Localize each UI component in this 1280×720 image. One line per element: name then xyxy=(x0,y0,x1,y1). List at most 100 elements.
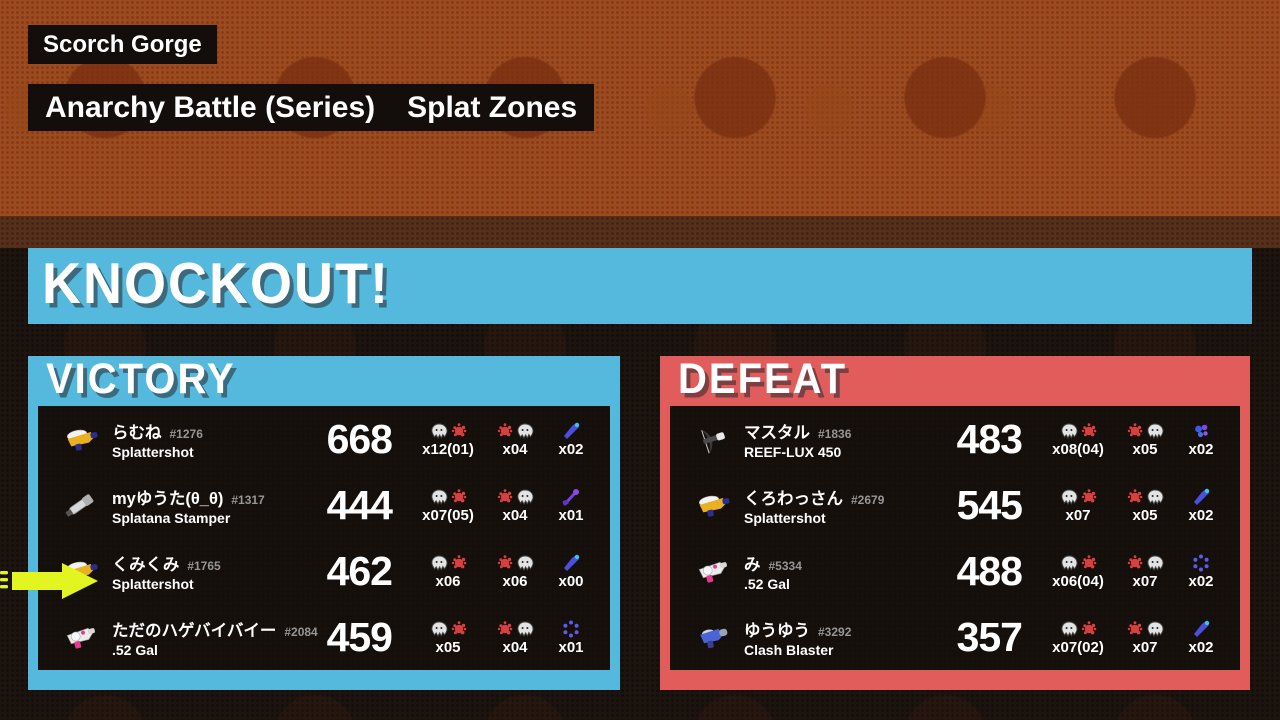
points-scored: 545 xyxy=(956,481,1023,528)
deaths-count: x05 xyxy=(1132,441,1158,459)
weapon-name: Splattershot xyxy=(112,575,194,592)
kills-count: x12(01) xyxy=(422,441,474,459)
weapon-name: Clash Blaster xyxy=(744,641,834,658)
mode-name: Anarchy Battle (Series) xyxy=(45,90,376,124)
player-info: くろわっさん #2679 Splattershot xyxy=(744,485,944,526)
deaths-count: x04 xyxy=(502,441,528,459)
player-number-tag: #2679 xyxy=(851,492,885,507)
weapon-name: Splatana Stamper xyxy=(112,509,231,526)
deaths-stat: x05 xyxy=(1118,485,1172,525)
deaths-count: x04 xyxy=(502,507,528,525)
player-stats: x05 x04 x01 xyxy=(408,617,600,657)
player-name: マスタル xyxy=(744,423,810,442)
weapon-name: .52 Gal xyxy=(112,641,158,658)
stage-name: Scorch Gorge xyxy=(43,30,202,58)
player-row: myゆうた(θ_θ) #1317 Splatana Stamper 444 x0… xyxy=(38,472,610,538)
specials-count: x00 xyxy=(558,573,584,591)
knockout-text: KNOCKOUT! xyxy=(42,251,390,316)
points-scored: 462 xyxy=(326,547,393,594)
points-scored: 483 xyxy=(956,415,1023,462)
weapon-name: Splattershot xyxy=(112,443,194,460)
kills-count: x05 xyxy=(435,639,461,657)
player-stats: x06(04) x07 x02 xyxy=(1038,551,1230,591)
player-name: くみくみ xyxy=(112,555,180,574)
player-stats: x08(04) x05 x02 xyxy=(1038,419,1230,459)
teams-container: VICTORY らむね #1276 Splattershot 668 x12(0… xyxy=(28,356,1250,690)
player-number-tag: #1317 xyxy=(231,492,265,507)
defeat-player-list: マスタル #1836 REEF-LUX 450 483 x08(04) x05 … xyxy=(670,406,1240,670)
splatted-icon xyxy=(495,617,535,639)
deaths-stat: x04 xyxy=(488,485,542,525)
player-number-tag: #5334 xyxy=(768,558,802,573)
special-weapon-icon xyxy=(561,617,581,639)
player-number-tag: #3292 xyxy=(818,624,852,639)
special-weapon-icon xyxy=(561,485,581,507)
player-info: らむね #1276 Splattershot xyxy=(112,419,314,460)
specials-stat: x01 xyxy=(542,617,600,657)
weapon-icon xyxy=(694,422,734,456)
special-weapon-icon xyxy=(1191,419,1211,441)
player-name: らむね xyxy=(112,423,162,442)
splatted-icon xyxy=(1125,485,1165,507)
player-row: ゆうゆう #3292 Clash Blaster 357 x07(02) x07… xyxy=(670,604,1240,670)
weapon-name: Splattershot xyxy=(744,509,826,526)
player-number-tag: #2084 xyxy=(284,624,318,639)
defeat-panel: DEFEAT マスタル #1836 REEF-LUX 450 483 x08(0… xyxy=(660,356,1250,690)
specials-stat: x00 xyxy=(542,551,600,591)
player-row: み #5334 .52 Gal 488 x06(04) x07 x02 xyxy=(670,538,1240,604)
deaths-stat: x04 xyxy=(488,419,542,459)
player-stats: x07(05) x04 x01 xyxy=(408,485,600,525)
squid-splat-icon xyxy=(428,485,468,507)
kills-count: x07 xyxy=(1065,507,1091,525)
special-weapon-icon xyxy=(561,419,581,441)
kills-count: x08(04) xyxy=(1052,441,1104,459)
specials-stat: x02 xyxy=(1172,617,1230,657)
player-stats: x07(02) x07 x02 xyxy=(1038,617,1230,657)
player-row: らむね #1276 Splattershot 668 x12(01) x04 x… xyxy=(38,406,610,472)
kills-stat: x08(04) xyxy=(1038,419,1118,459)
specials-count: x01 xyxy=(558,639,584,657)
deaths-count: x05 xyxy=(1132,507,1158,525)
specials-count: x02 xyxy=(1188,573,1214,591)
deaths-count: x04 xyxy=(502,639,528,657)
kills-count: x07(05) xyxy=(422,507,474,525)
weapon-icon xyxy=(694,488,734,522)
player-info: ゆうゆう #3292 Clash Blaster xyxy=(744,617,944,658)
specials-count: x02 xyxy=(1188,441,1214,459)
specials-stat: x02 xyxy=(542,419,600,459)
points-scored: 357 xyxy=(956,613,1023,660)
player-number-tag: #1765 xyxy=(187,558,221,573)
victory-panel: VICTORY らむね #1276 Splattershot 668 x12(0… xyxy=(28,356,620,690)
kills-stat: x07(02) xyxy=(1038,617,1118,657)
weapon-name: .52 Gal xyxy=(744,575,790,592)
player-info: ただのハゲバイバイー #2084 .52 Gal xyxy=(112,617,318,658)
weapon-icon xyxy=(62,422,102,456)
kills-stat: x12(01) xyxy=(408,419,488,459)
victory-player-list: らむね #1276 Splattershot 668 x12(01) x04 x… xyxy=(38,406,610,670)
player-name: myゆうた(θ_θ) xyxy=(112,489,224,508)
knockout-banner: KNOCKOUT! xyxy=(28,248,1252,324)
splatted-icon xyxy=(495,485,535,507)
splatted-icon xyxy=(1125,419,1165,441)
player-number-tag: #1836 xyxy=(818,426,852,441)
specials-stat: x02 xyxy=(1172,485,1230,525)
player-stats: x07 x05 x02 xyxy=(1038,485,1230,525)
kills-stat: x06 xyxy=(408,551,488,591)
kills-stat: x07 xyxy=(1038,485,1118,525)
specials-stat: x02 xyxy=(1172,419,1230,459)
specials-count: x02 xyxy=(1188,639,1214,657)
squid-splat-icon xyxy=(428,617,468,639)
player-row: くみくみ #1765 Splattershot 462 x06 x06 x00 xyxy=(38,538,610,604)
player-stats: x12(01) x04 x02 xyxy=(408,419,600,459)
player-row: ただのハゲバイバイー #2084 .52 Gal 459 x05 x04 x01 xyxy=(38,604,610,670)
player-stats: x06 x06 x00 xyxy=(408,551,600,591)
squid-splat-icon xyxy=(1058,617,1098,639)
squid-splat-icon xyxy=(1058,485,1098,507)
points-scored: 459 xyxy=(326,613,393,660)
points-scored: 444 xyxy=(326,481,393,528)
splatted-icon xyxy=(1125,551,1165,573)
squid-splat-icon xyxy=(1058,551,1098,573)
weapon-icon xyxy=(62,620,102,654)
points-scored: 488 xyxy=(956,547,1023,594)
deaths-stat: x06 xyxy=(488,551,542,591)
